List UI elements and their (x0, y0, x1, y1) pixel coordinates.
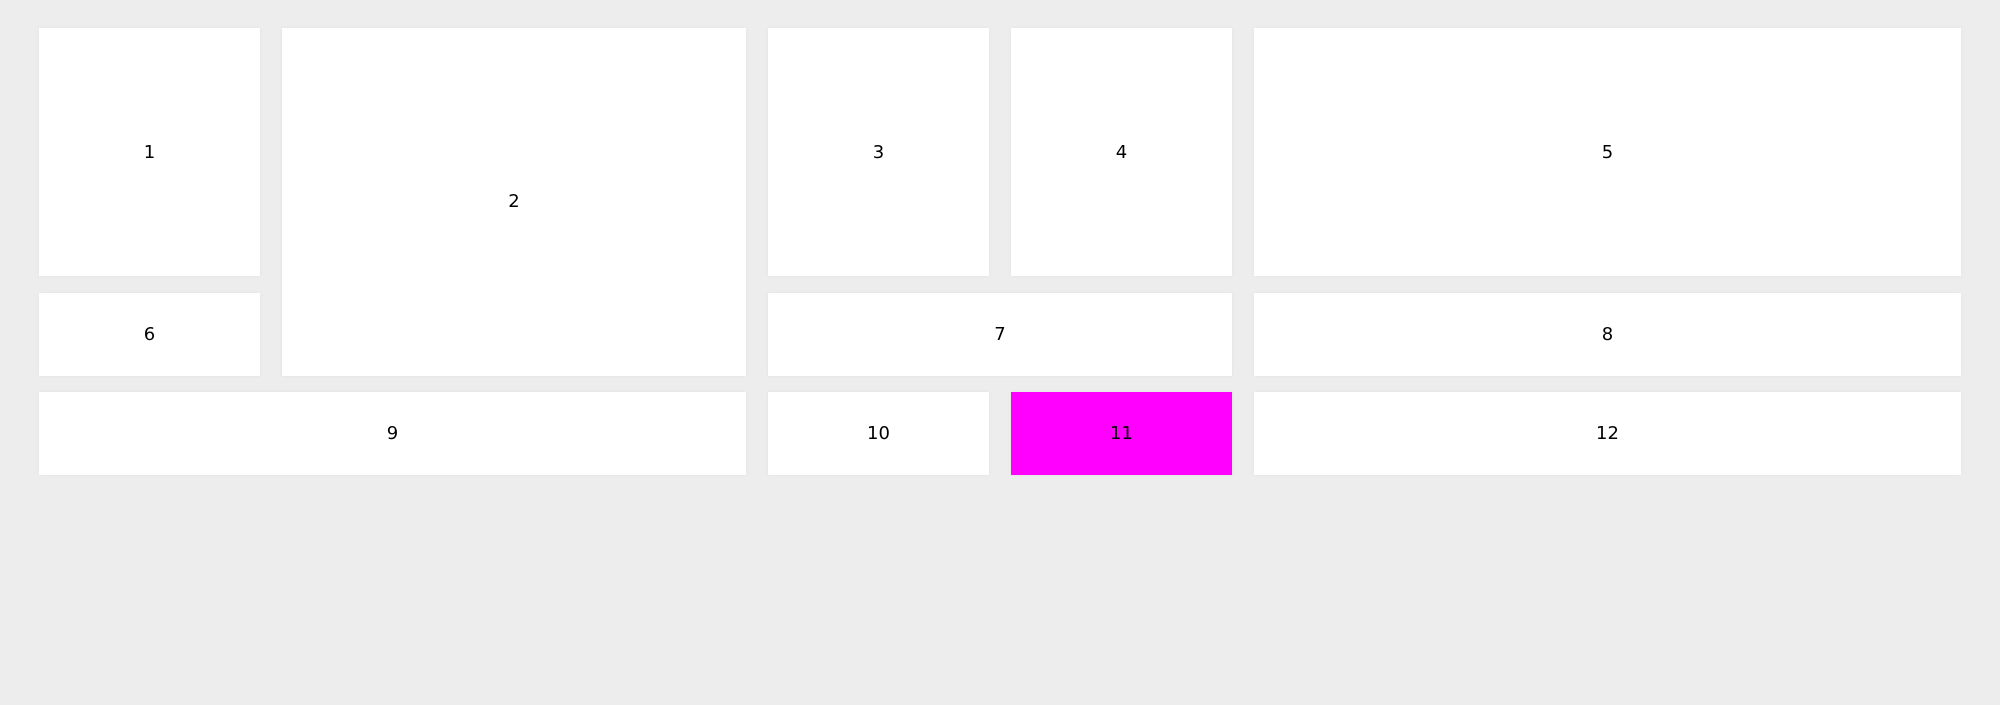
tile-8[interactable]: 8 (1254, 292, 1961, 376)
tile-label: 10 (867, 423, 890, 444)
tile-label: 5 (1601, 141, 1614, 163)
tile-10[interactable]: 10 (768, 392, 989, 475)
tile-label: 2 (508, 191, 520, 213)
tile-label: 1 (143, 141, 156, 163)
tile-label: 7 (994, 323, 1006, 345)
tile-label: 9 (386, 423, 399, 444)
tile-7[interactable]: 7 (768, 292, 1232, 376)
tile-label: 11 (1110, 423, 1133, 444)
tile-label: 4 (1115, 141, 1128, 163)
tile-grid: 1 2 3 4 5 6 7 8 9 10 11 12 (39, 28, 1961, 475)
tile-label: 3 (872, 141, 885, 163)
tile-label: 12 (1596, 423, 1619, 444)
tile-label: 6 (143, 323, 156, 345)
tile-3[interactable]: 3 (768, 28, 989, 276)
tile-9[interactable]: 9 (39, 392, 746, 475)
tile-6[interactable]: 6 (39, 292, 260, 376)
tile-label: 8 (1601, 323, 1614, 345)
tile-1[interactable]: 1 (39, 28, 260, 276)
tile-5[interactable]: 5 (1254, 28, 1961, 276)
tile-4[interactable]: 4 (1011, 28, 1232, 276)
tile-11-highlighted[interactable]: 11 (1011, 392, 1232, 475)
tile-12[interactable]: 12 (1254, 392, 1961, 475)
tile-2[interactable]: 2 (282, 28, 746, 376)
